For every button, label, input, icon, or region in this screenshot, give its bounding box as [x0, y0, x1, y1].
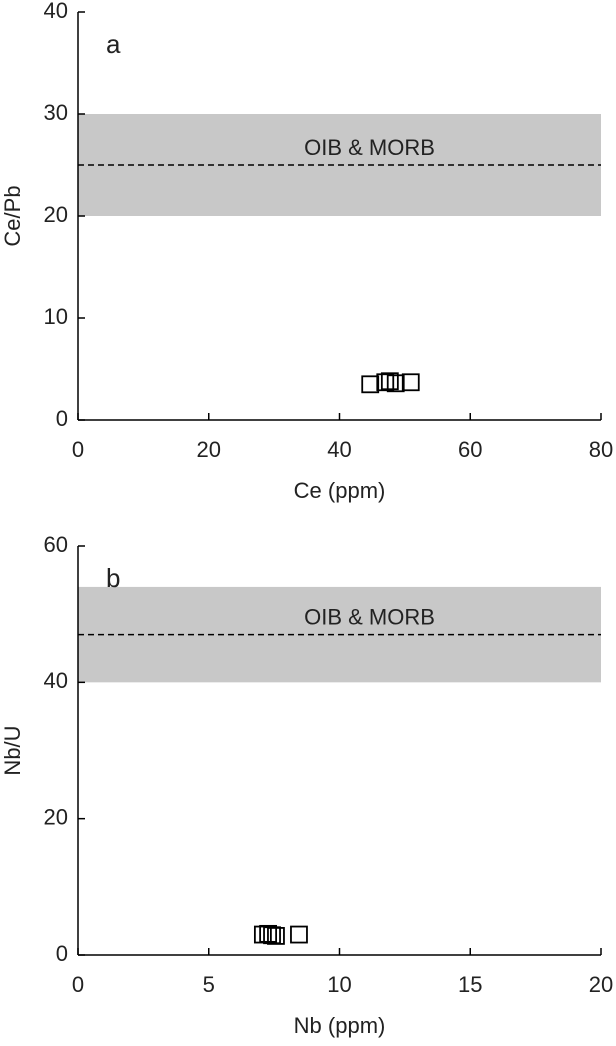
point — [263, 926, 281, 945]
x-axis-label: Nb (ppm) — [294, 1013, 386, 1038]
point — [290, 925, 308, 944]
y-axis-label: Ce/Pb — [0, 185, 25, 246]
x-tick-label: 80 — [589, 437, 613, 462]
panel-label: b — [106, 563, 120, 593]
y-tick-label: 20 — [44, 202, 68, 227]
y-tick-label: 10 — [44, 304, 68, 329]
panel-label: a — [106, 29, 121, 59]
y-tick-label: 30 — [44, 100, 68, 125]
point — [267, 927, 285, 945]
y-tick-label: 20 — [44, 804, 68, 829]
x-tick-label: 60 — [458, 437, 482, 462]
y-tick-label: 40 — [44, 668, 68, 693]
band-label: OIB & MORB — [304, 604, 435, 629]
x-tick-label: 40 — [327, 437, 351, 462]
point — [361, 375, 380, 394]
x-tick-label: 10 — [327, 972, 351, 997]
x-tick-label: 20 — [589, 972, 613, 997]
point — [386, 374, 405, 393]
band-label: OIB & MORB — [304, 135, 435, 160]
x-tick-label: 0 — [72, 972, 84, 997]
x-tick-label: 5 — [203, 972, 215, 997]
point — [376, 373, 395, 392]
point — [380, 372, 399, 391]
x-tick-label: 15 — [458, 972, 482, 997]
x-axis-label: Ce (ppm) — [294, 478, 386, 503]
y-tick-label: 40 — [44, 0, 68, 23]
y-axis-label: Nb/U — [0, 725, 25, 775]
y-tick-label: 60 — [44, 532, 68, 557]
point — [401, 373, 420, 392]
x-tick-label: 20 — [197, 437, 221, 462]
x-tick-label: 0 — [72, 437, 84, 462]
y-tick-label: 0 — [56, 941, 68, 966]
y-tick-label: 0 — [56, 406, 68, 431]
